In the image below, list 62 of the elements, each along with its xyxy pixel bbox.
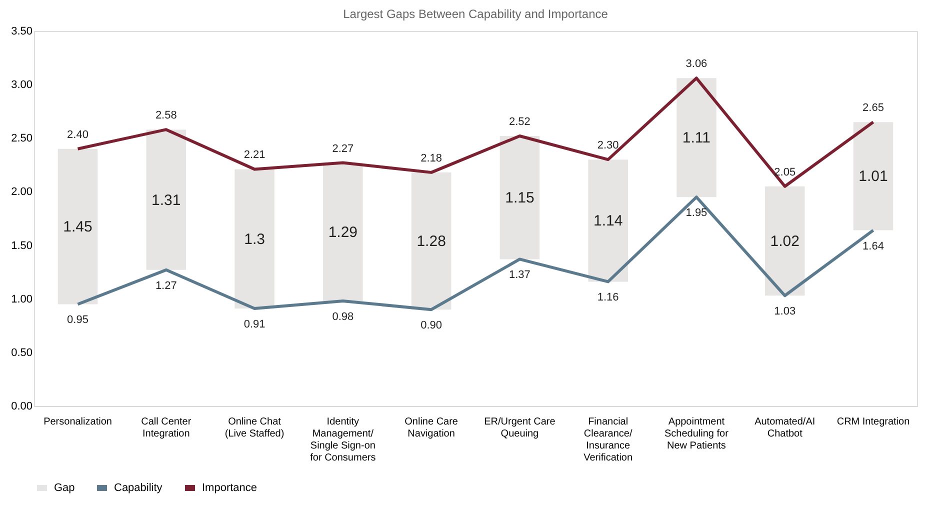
legend-label: Importance: [202, 482, 258, 494]
bar: [323, 162, 363, 301]
bar: [853, 122, 894, 230]
data-label: 2.21: [244, 149, 266, 162]
y-tick-label: 2.50: [11, 132, 32, 145]
chart-title: Largest Gaps Between Capability and Importance: [343, 7, 608, 21]
bar: [676, 78, 716, 198]
data-label: 3.06: [686, 58, 708, 70]
data-label: 0.95: [67, 314, 88, 326]
legend-label: Capability: [114, 482, 163, 494]
data-label: 1.3: [244, 230, 265, 248]
y-tick-label: 1.50: [11, 240, 32, 252]
data-label: 1.03: [774, 306, 796, 318]
data-label: 1.95: [686, 207, 708, 220]
x-tick-label: Online Chat (Live Staffed): [224, 416, 284, 440]
data-label: 0.98: [332, 311, 354, 323]
y-tick-label: 0.50: [11, 346, 32, 359]
data-label: 2.65: [862, 102, 884, 114]
x-tick-label: CRM Integration: [836, 416, 910, 428]
data-label: 1.64: [862, 240, 884, 252]
x-tick-label: Personalization: [44, 416, 112, 428]
data-label: 1.11: [682, 130, 711, 147]
y-tick-label: 2.00: [11, 186, 32, 198]
x-tick-label: Appointment Scheduling for New Patients: [664, 416, 730, 452]
y-tick-label: 3.50: [11, 26, 32, 38]
data-label: 1.15: [505, 190, 534, 207]
data-label: 2.58: [155, 110, 177, 122]
legend-label: Gap: [54, 482, 75, 494]
x-tick-label: Financial Clearance/ Insurance Verification: [584, 416, 633, 464]
x-tick-label: Identity Management/ Single Sign-on for Consumers: [310, 416, 376, 464]
data-label: 0.90: [420, 320, 442, 332]
data-label: 2.05: [774, 166, 796, 178]
bar: [500, 136, 540, 260]
data-label: 2.52: [508, 116, 530, 128]
data-label: 2.18: [420, 152, 442, 164]
y-tick-label: 1.00: [11, 293, 32, 306]
data-label: 1.27: [155, 280, 177, 292]
data-label: 1.02: [770, 233, 800, 250]
data-label: 2.27: [332, 142, 354, 155]
data-label: 2.40: [67, 128, 88, 141]
data-label: 1.16: [597, 292, 619, 304]
bar: [764, 186, 805, 296]
y-tick-label: 3.00: [11, 79, 32, 92]
y-tick-label: 0.00: [11, 400, 32, 412]
bar: [58, 148, 98, 304]
data-label: 1.28: [416, 233, 446, 250]
data-label: 1.01: [858, 168, 888, 186]
x-tick-label: Automated/AI Chatbot: [754, 416, 816, 440]
data-label: 2.30: [597, 140, 619, 152]
bar: [234, 169, 274, 308]
data-label: 1.31: [152, 192, 181, 209]
bar: [411, 172, 452, 310]
data-label: 1.37: [508, 269, 530, 282]
x-tick-label: Online Care Navigation: [404, 416, 458, 440]
data-label: 1.29: [328, 224, 358, 241]
data-label: 0.91: [244, 318, 266, 330]
bar: [146, 130, 186, 270]
data-label: 1.45: [63, 218, 92, 236]
bar: [588, 160, 628, 282]
data-label: 1.14: [593, 212, 623, 230]
x-tick-label: ER/Urgent Care Queuing: [484, 416, 556, 440]
x-tick-label: Call Center Integration: [141, 416, 192, 440]
